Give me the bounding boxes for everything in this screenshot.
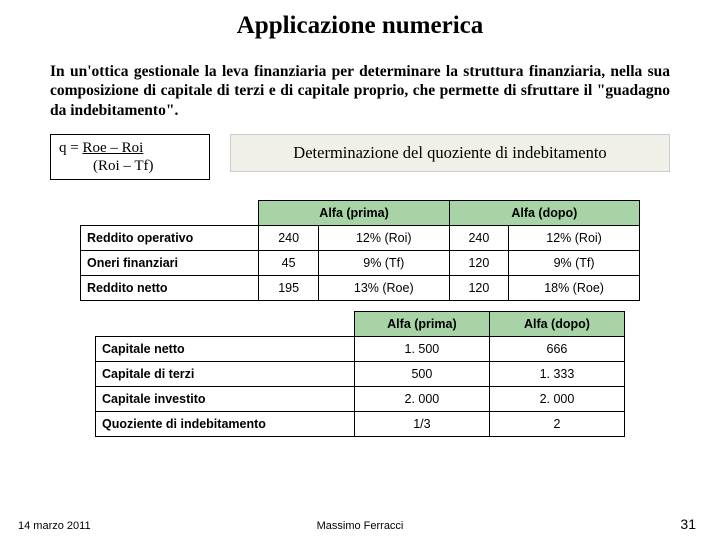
intro-paragraph: In un'ottica gestionale la leva finanzia…	[50, 62, 670, 120]
table-row: Oneri finanziari 45 9% (Tf) 120 9% (Tf)	[81, 251, 640, 276]
formula-denominator: (Roi – Tf)	[59, 157, 199, 175]
row-label: Quoziente di indebitamento	[96, 412, 355, 437]
table-row: Capitale investito 2. 000 2. 000	[96, 387, 625, 412]
row-label: Reddito operativo	[81, 226, 259, 251]
cell: 12% (Roi)	[318, 226, 449, 251]
cell: 1. 333	[489, 362, 624, 387]
cell: 1. 500	[354, 337, 489, 362]
cell: 666	[489, 337, 624, 362]
row-label: Oneri finanziari	[81, 251, 259, 276]
cell: 2	[489, 412, 624, 437]
cell: 45	[259, 251, 318, 276]
table-row: Capitale netto 1. 500 666	[96, 337, 625, 362]
cell: 12% (Roi)	[509, 226, 640, 251]
footer-page-number: 31	[680, 516, 696, 532]
cell: 1/3	[354, 412, 489, 437]
row-label: Capitale di terzi	[96, 362, 355, 387]
cell: 18% (Roe)	[509, 276, 640, 301]
table-row: Reddito operativo 240 12% (Roi) 240 12% …	[81, 226, 640, 251]
cell: 9% (Tf)	[509, 251, 640, 276]
capital-table: Alfa (prima) Alfa (dopo) Capitale netto …	[95, 311, 625, 437]
footer-author: Massimo Ferracci	[0, 520, 720, 532]
table-row: Alfa (prima) Alfa (dopo)	[81, 201, 640, 226]
cell: 240	[449, 226, 508, 251]
cell: 240	[259, 226, 318, 251]
cell: 13% (Roe)	[318, 276, 449, 301]
col-header-prima: Alfa (prima)	[259, 201, 449, 226]
formula-numerator: Roe – Roi	[82, 140, 143, 156]
table-row: Capitale di terzi 500 1. 333	[96, 362, 625, 387]
slide-title: Applicazione numerica	[50, 12, 670, 40]
table-row: Alfa (prima) Alfa (dopo)	[96, 312, 625, 337]
cell: 2. 000	[489, 387, 624, 412]
cell: 195	[259, 276, 318, 301]
col-header-prima: Alfa (prima)	[354, 312, 489, 337]
cell: 120	[449, 251, 508, 276]
col-header-dopo: Alfa (dopo)	[449, 201, 639, 226]
formula-lhs: q =	[59, 140, 82, 156]
formula-box: q = Roe – Roi (Roi – Tf)	[50, 134, 210, 180]
cell: 120	[449, 276, 508, 301]
row-label: Capitale investito	[96, 387, 355, 412]
determination-label: Determinazione del quoziente di indebita…	[230, 134, 670, 172]
cell: 2. 000	[354, 387, 489, 412]
cell: 9% (Tf)	[318, 251, 449, 276]
row-label: Capitale netto	[96, 337, 355, 362]
income-table: Alfa (prima) Alfa (dopo) Reddito operati…	[80, 200, 640, 301]
table-row: Quoziente di indebitamento 1/3 2	[96, 412, 625, 437]
row-label: Reddito netto	[81, 276, 259, 301]
table-row: Reddito netto 195 13% (Roe) 120 18% (Roe…	[81, 276, 640, 301]
cell: 500	[354, 362, 489, 387]
col-header-dopo: Alfa (dopo)	[489, 312, 624, 337]
